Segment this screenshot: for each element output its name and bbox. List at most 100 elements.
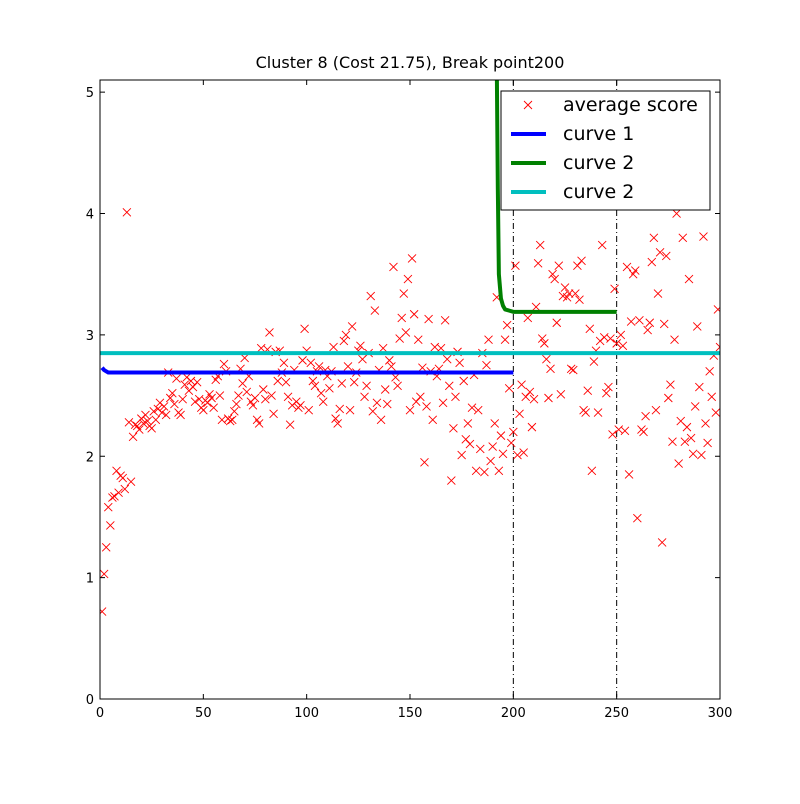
data-point bbox=[523, 313, 533, 323]
data-point bbox=[610, 284, 619, 294]
data-point bbox=[170, 399, 179, 409]
data-point bbox=[124, 417, 134, 427]
data-point bbox=[308, 376, 318, 386]
data-point bbox=[672, 209, 681, 218]
data-point bbox=[391, 373, 400, 382]
data-point bbox=[310, 381, 320, 391]
data-point bbox=[106, 521, 115, 530]
data-point bbox=[209, 403, 218, 413]
data-point bbox=[329, 342, 338, 352]
data-point bbox=[269, 409, 278, 419]
data-point bbox=[542, 354, 551, 364]
y-tick-label: 4 bbox=[86, 208, 94, 223]
data-point bbox=[651, 405, 661, 415]
data-point bbox=[172, 374, 181, 383]
data-point bbox=[597, 240, 607, 250]
data-point bbox=[151, 415, 161, 425]
legend-label: average score bbox=[563, 94, 698, 116]
data-point bbox=[227, 415, 237, 425]
data-point bbox=[176, 410, 185, 420]
data-point bbox=[399, 289, 409, 298]
data-point bbox=[418, 363, 427, 372]
data-point bbox=[285, 420, 295, 430]
data-point bbox=[100, 607, 107, 616]
data-point bbox=[376, 415, 386, 425]
curve bbox=[100, 366, 514, 375]
data-point bbox=[473, 405, 483, 415]
data-point bbox=[114, 488, 123, 497]
data-point bbox=[573, 261, 582, 271]
data-point bbox=[511, 261, 520, 271]
data-point bbox=[306, 358, 316, 368]
data-point bbox=[304, 405, 314, 415]
data-point bbox=[455, 358, 464, 368]
data-point bbox=[608, 430, 617, 439]
data-point bbox=[178, 394, 187, 404]
data-point bbox=[147, 424, 156, 433]
data-point bbox=[661, 251, 671, 261]
data-point bbox=[120, 484, 130, 494]
data-point bbox=[411, 397, 421, 406]
data-point bbox=[659, 319, 669, 329]
data-point bbox=[519, 448, 528, 457]
data-point bbox=[668, 437, 677, 447]
data-point bbox=[480, 467, 489, 477]
data-point bbox=[635, 315, 644, 325]
data-point bbox=[593, 408, 603, 417]
data-point bbox=[515, 409, 524, 419]
data-point bbox=[134, 425, 144, 434]
data-point bbox=[126, 477, 136, 487]
data-point bbox=[405, 405, 415, 415]
data-point bbox=[618, 341, 628, 351]
data-point bbox=[684, 274, 694, 284]
data-point bbox=[345, 405, 355, 415]
data-point bbox=[624, 470, 634, 479]
data-point bbox=[531, 302, 541, 312]
data-point bbox=[281, 377, 291, 387]
data-point bbox=[403, 274, 413, 284]
data-point bbox=[488, 442, 497, 451]
data-point bbox=[645, 318, 655, 328]
data-point bbox=[616, 330, 626, 340]
data-point bbox=[447, 476, 456, 485]
data-point bbox=[298, 356, 307, 365]
data-point bbox=[101, 542, 111, 552]
data-point bbox=[602, 388, 611, 398]
data-point bbox=[413, 335, 423, 345]
data-point bbox=[333, 419, 342, 428]
data-point bbox=[604, 382, 613, 392]
data-point bbox=[467, 403, 477, 413]
data-point bbox=[168, 388, 177, 398]
data-point bbox=[471, 466, 481, 476]
data-point bbox=[585, 324, 595, 334]
data-point bbox=[583, 386, 593, 396]
x-tick-label: 300 bbox=[708, 706, 733, 721]
data-point bbox=[343, 362, 353, 371]
data-point bbox=[230, 407, 239, 416]
data-point bbox=[678, 233, 688, 243]
data-point bbox=[265, 328, 274, 337]
data-point bbox=[509, 427, 518, 437]
data-point bbox=[620, 426, 630, 436]
legend-marker bbox=[523, 100, 533, 110]
data-point bbox=[314, 362, 324, 371]
data-point bbox=[370, 306, 380, 315]
data-point bbox=[409, 309, 419, 319]
data-point bbox=[283, 392, 293, 402]
data-point bbox=[248, 400, 258, 410]
data-point bbox=[657, 538, 667, 547]
data-point bbox=[506, 438, 516, 448]
data-point bbox=[475, 444, 485, 454]
data-point bbox=[686, 433, 696, 443]
data-point bbox=[180, 380, 190, 389]
data-point bbox=[219, 359, 229, 369]
data-point bbox=[529, 394, 539, 404]
data-point bbox=[100, 569, 109, 579]
data-point bbox=[238, 379, 247, 388]
data-point bbox=[380, 385, 390, 394]
data-point bbox=[692, 322, 702, 331]
data-point bbox=[368, 407, 378, 416]
y-tick-label: 5 bbox=[86, 86, 94, 101]
data-point bbox=[521, 392, 531, 402]
data-point bbox=[143, 416, 152, 426]
